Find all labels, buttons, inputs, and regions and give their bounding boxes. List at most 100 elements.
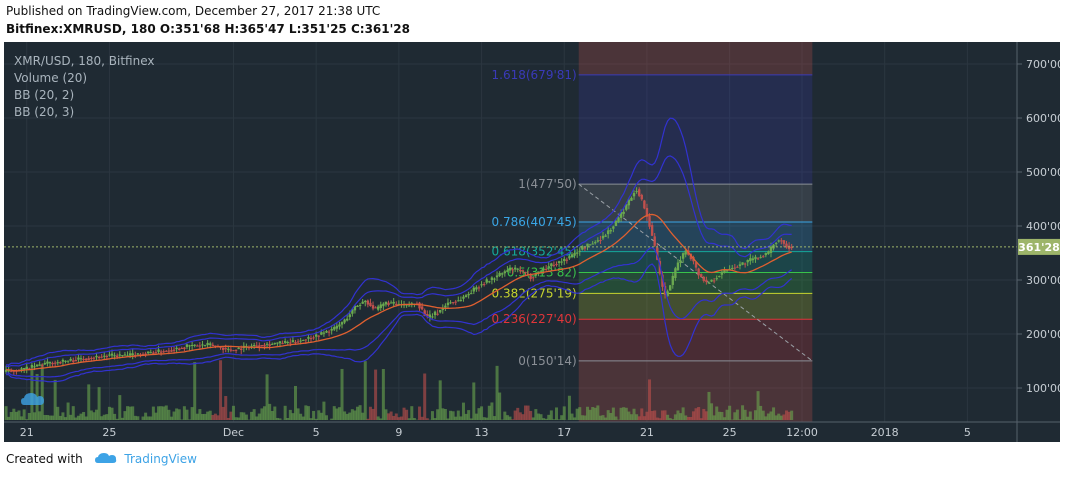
volume-bar: [526, 405, 530, 420]
volume-bar: [136, 416, 140, 420]
candle-body: [462, 296, 465, 299]
candle-body: [203, 344, 207, 346]
candle-body: [645, 208, 649, 217]
volume-bar: [655, 417, 659, 420]
candle-body: [707, 282, 711, 284]
candle-body: [751, 258, 755, 261]
candle-body: [762, 256, 765, 258]
volume-bar: [110, 407, 114, 420]
candle-body: [260, 345, 264, 347]
volume-bar: [725, 409, 729, 420]
volume-bar: [278, 418, 282, 420]
volume-bar: [446, 418, 450, 420]
candle-body: [586, 243, 589, 247]
volume-bar: [505, 415, 509, 420]
volume-bar: [518, 412, 522, 420]
volume-bar: [779, 415, 783, 420]
candle-body: [454, 301, 457, 303]
candle-body: [87, 358, 90, 360]
volume-bar: [784, 410, 788, 420]
candle-body: [632, 193, 636, 197]
candle-body: [69, 358, 72, 361]
volume-bar: [275, 417, 279, 420]
volume-bar: [169, 416, 173, 420]
volume-bar: [619, 407, 623, 420]
candle-body: [782, 240, 786, 244]
volume-bar: [231, 405, 235, 420]
volume-bar: [242, 412, 246, 420]
price-chart[interactable]: 0(150'14)0.236(227'40)0.382(275'19)0.5(3…: [4, 42, 1060, 442]
candle-body: [196, 345, 199, 347]
volume-bar: [120, 417, 124, 420]
volume-bar: [105, 414, 109, 420]
candle-body: [529, 275, 532, 279]
volume-bar: [686, 416, 690, 420]
chart-panel[interactable]: 0(150'14) 0.236(227'40) 0.382(275'19) 0.5(3…: [4, 42, 1060, 442]
candle-body: [263, 344, 266, 347]
volume-bar: [268, 403, 272, 420]
candle-body: [534, 273, 538, 276]
volume-bar: [699, 418, 703, 420]
legend-bb-3[interactable]: BB (20, 3): [14, 105, 75, 119]
volume-bar: [45, 415, 49, 420]
candle-body: [650, 225, 654, 236]
candle-body: [446, 302, 450, 306]
candle-body: [418, 302, 421, 309]
volume-bar: [79, 413, 83, 420]
volume-bar: [456, 410, 460, 420]
volume-bar: [40, 364, 44, 420]
y-tick-label: 700'00: [1026, 58, 1060, 71]
legend-volume[interactable]: Volume (20): [14, 71, 88, 85]
volume-bar: [490, 402, 494, 420]
volume-bar: [679, 413, 683, 420]
candle-body: [591, 243, 594, 245]
candle-body: [451, 302, 455, 304]
volume-bar: [58, 415, 62, 420]
volume-bar: [144, 412, 148, 420]
volume-bar: [557, 419, 561, 420]
candle-body: [178, 348, 181, 350]
bb2-upper: [6, 155, 792, 368]
candle-body: [420, 306, 424, 310]
candle-body: [340, 322, 344, 325]
volume-bar: [629, 414, 633, 420]
volume-bar: [451, 411, 455, 420]
candle-body: [198, 345, 202, 347]
volume-bar: [772, 407, 776, 420]
candle-body: [578, 250, 581, 252]
candle-body: [110, 353, 114, 356]
volume-bar: [790, 410, 794, 420]
volume-bar: [234, 417, 238, 420]
volume-bar: [748, 411, 752, 420]
legend-bb-2[interactable]: BB (20, 2): [14, 88, 75, 102]
candle-body: [470, 293, 473, 295]
tradingview-brand[interactable]: TradingView: [124, 452, 197, 466]
fib-zone: [578, 319, 813, 361]
volume-bar: [498, 392, 502, 420]
volume-bar: [454, 416, 458, 420]
candle-body: [61, 359, 65, 362]
candle-body: [335, 325, 339, 329]
volume-bar: [330, 418, 334, 420]
candle-body: [82, 358, 85, 360]
volume-bar: [660, 410, 664, 420]
volume-bar: [319, 412, 323, 420]
volume-bar: [632, 408, 636, 420]
volume-bar: [511, 419, 515, 420]
candle-body: [749, 258, 752, 262]
volume-bar: [74, 417, 78, 420]
candle-body: [374, 307, 377, 309]
volume-bar: [7, 416, 11, 420]
volume-bar: [743, 409, 747, 420]
volume-bar: [707, 391, 711, 420]
volume-bar: [358, 405, 362, 420]
volume-bar: [774, 415, 778, 420]
volume-bar: [542, 418, 546, 420]
volume-bar: [283, 405, 287, 420]
candle-body: [95, 355, 98, 358]
volume-bar: [66, 402, 70, 420]
volume-bar: [43, 414, 47, 420]
volume-bar: [301, 416, 305, 420]
candle-body: [307, 337, 310, 339]
y-tick-label: 100'00: [1026, 382, 1060, 395]
